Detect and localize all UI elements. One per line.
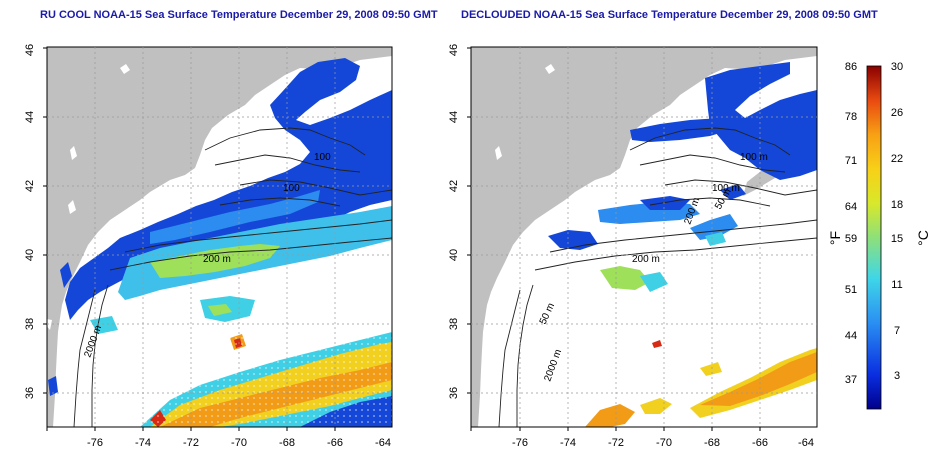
right-isobath-label: 100 m: [740, 152, 768, 163]
right-lat-tick: 38: [448, 318, 460, 330]
colorbar-f-tick: 44: [845, 330, 857, 342]
colorbar: 86 78 71 64 59 51 44 37 30 26 22 18 15 1…: [827, 61, 931, 410]
left-isobath-label: 200 m: [203, 254, 231, 265]
left-lat-tick: 38: [24, 318, 36, 330]
right-lon-tick: -70: [656, 437, 672, 449]
right-lat-tick: 46: [448, 44, 460, 56]
left-isobath-label: 100: [314, 152, 331, 163]
right-isobath-label: 100 m: [712, 183, 740, 194]
right-map-frame: [470, 46, 818, 428]
left-lon-tick: -74: [135, 437, 151, 449]
left-map-panel: -76 -74 -72 -70 -68 -66 -64 36 38 40 42 …: [24, 44, 393, 449]
colorbar-c-tick: 22: [891, 153, 903, 165]
colorbar-f-tick: 59: [845, 233, 857, 245]
left-lon-tick: -76: [87, 437, 103, 449]
colorbar-fahrenheit-label: °F: [827, 231, 843, 245]
colorbar-f-tick: 51: [845, 284, 857, 296]
right-lon-tick: -72: [608, 437, 624, 449]
colorbar-c-tick: 7: [894, 325, 900, 337]
colorbar-c-tick: 18: [891, 199, 903, 211]
right-lat-tick: 40: [448, 249, 460, 261]
colorbar-c-tick: 3: [894, 370, 900, 382]
left-lat-tick: 46: [24, 44, 36, 56]
right-isobaths: [498, 127, 817, 427]
left-map-frame: [46, 46, 393, 428]
colorbar-gradient: [866, 65, 882, 410]
colorbar-f-tick: 71: [845, 155, 857, 167]
left-lon-tick: -68: [279, 437, 295, 449]
left-lat-tick: 44: [24, 111, 36, 123]
right-lon-tick: -74: [560, 437, 576, 449]
colorbar-f-tick: 86: [845, 61, 857, 73]
left-lat-tick: 42: [24, 180, 36, 192]
right-land: [471, 47, 817, 427]
colorbar-c-tick: 15: [891, 233, 903, 245]
left-isobaths: [73, 127, 392, 427]
left-panel-title: RU COOL NOAA-15 Sea Surface Temperature …: [40, 9, 438, 21]
left-land: [47, 47, 392, 427]
left-isobath-label: 100: [283, 183, 300, 194]
right-lat-tick: 42: [448, 180, 460, 192]
right-isobath-label: 200 m: [632, 254, 660, 265]
left-lat-tick: 40: [24, 249, 36, 261]
right-lon-tick: -64: [798, 437, 814, 449]
right-lon-tick: -76: [512, 437, 528, 449]
right-lat-tick: 36: [448, 387, 460, 399]
right-lon-tick: -68: [704, 437, 720, 449]
left-lon-tick: -72: [183, 437, 199, 449]
left-lon-tick: -70: [231, 437, 247, 449]
colorbar-c-tick: 30: [891, 61, 903, 73]
right-graticule: [471, 47, 817, 427]
colorbar-f-tick: 37: [845, 374, 857, 386]
left-graticule: [47, 47, 392, 427]
left-lon-tick: -66: [327, 437, 343, 449]
right-map-panel: -76 -74 -72 -70 -68 -66 -64 36 38 40 42 …: [448, 44, 818, 449]
colorbar-c-tick: 26: [891, 107, 903, 119]
left-lat-tick: 36: [24, 387, 36, 399]
right-lon-tick: -66: [752, 437, 768, 449]
left-lon-tick: -64: [375, 437, 391, 449]
colorbar-f-tick: 64: [845, 201, 857, 213]
colorbar-f-tick: 78: [845, 111, 857, 123]
right-sst-cold: [705, 62, 817, 180]
right-panel-title: DECLOUDED NOAA-15 Sea Surface Temperatur…: [461, 9, 878, 21]
right-lat-tick: 44: [448, 111, 460, 123]
colorbar-celsius-label: °C: [915, 230, 931, 246]
colorbar-c-tick: 11: [891, 279, 902, 291]
